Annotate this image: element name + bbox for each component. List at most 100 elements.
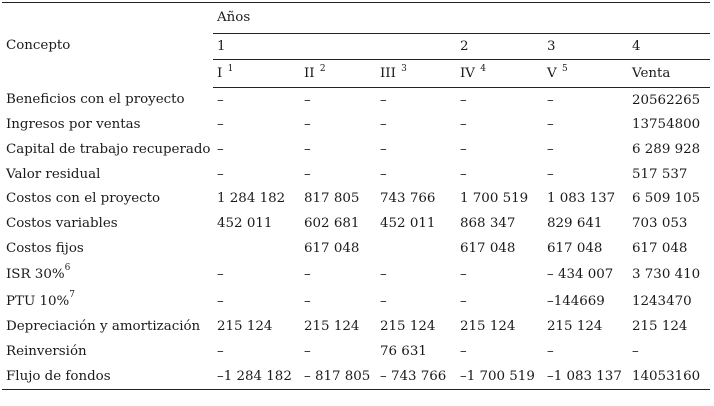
table-cell: 215 124	[460, 319, 516, 335]
header-period-2: II 2	[300, 59, 376, 88]
row-concept-label: Valor residual	[6, 166, 101, 182]
row-concept-label: Depreciación y amortización	[6, 319, 201, 335]
table-cell: –	[547, 142, 554, 158]
table-cell: –	[304, 142, 311, 158]
table-cell: 3 730 410	[632, 266, 701, 282]
table-cell: 215 124	[632, 319, 688, 335]
table-row: Capital de trabajo recuperado – – – – –6 289 …	[2, 137, 710, 162]
table-cell: –1 700 519	[456, 364, 543, 390]
header-period-label: III	[380, 65, 396, 81]
table-cell: – 817 805	[300, 364, 376, 390]
header-period-label: II	[304, 65, 315, 81]
table-cell: 20562265	[632, 92, 701, 108]
row-concept-label: PTU 10%	[6, 293, 70, 309]
table-cell: 602 681	[304, 216, 360, 232]
table-cell: 215 124	[380, 319, 436, 335]
row-concept: Costos variables	[2, 211, 213, 236]
table-row: Costos variables 452 011 602 681 452 011 868…	[2, 211, 710, 236]
table-cell: –	[217, 266, 224, 282]
row-concept-footnote: 7	[69, 289, 75, 300]
row-concept-label: Ingresos por ventas	[6, 117, 141, 133]
table-cell: –	[304, 344, 311, 360]
header-year-3: 3	[543, 33, 628, 60]
row-concept-label: Beneficios con el proyecto	[6, 92, 185, 108]
table-row: Depreciación y amortización 215 124 215 12…	[2, 315, 710, 340]
table-cell: –	[380, 293, 387, 309]
table-cell: 452 011	[380, 216, 436, 232]
row-concept-label: Reinversión	[6, 344, 87, 360]
row-concept: Capital de trabajo recuperado	[2, 137, 213, 162]
table-cell: –	[460, 92, 467, 108]
row-concept: Costos con el proyecto	[2, 187, 213, 212]
table-cell: –	[547, 166, 554, 182]
table-cell: 14053160	[628, 364, 711, 390]
table-cell: 703 053	[632, 216, 688, 232]
table-cell: 76 631	[380, 344, 427, 360]
header-period-footnote: 3	[401, 63, 407, 74]
table-cell: –	[304, 166, 311, 182]
table-cell: –	[304, 293, 311, 309]
table-cell: 617 048	[460, 240, 516, 256]
table-cell: 617 048	[547, 240, 603, 256]
table-cell: –1 083 137	[543, 364, 628, 390]
table-cell: –	[217, 142, 224, 158]
table-cell: 1 284 182	[217, 191, 286, 207]
table-cell	[376, 236, 456, 261]
table-cell: 452 011	[217, 216, 273, 232]
header-period-3: III 3	[376, 59, 456, 88]
table-cell: –	[380, 166, 387, 182]
table-cell: –	[304, 92, 311, 108]
row-concept-label: Flujo de fondos	[6, 368, 111, 384]
table-cell: 6 289 928	[632, 142, 701, 158]
table-cell: 817 805	[304, 191, 360, 207]
table-row: Reinversión – – 76 631 – – –	[2, 340, 710, 365]
table-cell: 1243470	[632, 293, 692, 309]
header-period-6: Venta	[628, 59, 711, 88]
table-cell	[213, 236, 300, 261]
table-cell: –	[547, 92, 554, 108]
table-cell: –	[217, 92, 224, 108]
row-concept-label: Costos fijos	[6, 240, 84, 256]
row-concept: PTU 10%7	[2, 288, 213, 315]
table-row: Valor residual – – – – – 517 537	[2, 162, 710, 187]
table-cell: –	[460, 142, 467, 158]
table-cell: –	[217, 344, 224, 360]
table-cell: 215 124	[304, 319, 360, 335]
table-cell: 517 537	[632, 166, 688, 182]
row-concept: Reinversión	[2, 340, 213, 365]
table-cell: 617 048	[632, 240, 688, 256]
table-row: Flujo de fondos –1 284 182– 817 805– 743 …	[2, 364, 711, 390]
table-row: Beneficios con el proyecto – – – – – 20562265	[2, 88, 710, 113]
table-cell: – 434 007	[547, 266, 614, 282]
row-concept: Costos fijos	[2, 236, 213, 261]
row-concept: Beneficios con el proyecto	[2, 88, 213, 113]
row-concept-label: Costos con el proyecto	[6, 191, 161, 207]
header-period-footnote: 2	[319, 63, 326, 74]
header-period-label: I	[217, 65, 223, 81]
table-cell: – 743 766	[376, 364, 456, 390]
table-cell: –	[380, 92, 387, 108]
table-cell: 1 083 137	[547, 191, 616, 207]
table-cell: –	[217, 117, 224, 133]
table-cell: 215 124	[217, 319, 273, 335]
header-year-1: 1	[213, 33, 456, 60]
header-row-years-label: Concepto Años	[2, 2, 711, 88]
header-period-4: IV 4	[456, 59, 543, 88]
table-cell: –	[460, 266, 467, 282]
row-concept: Depreciación y amortización	[2, 315, 213, 340]
table-cell: –	[380, 117, 387, 133]
header-period-label: IV	[460, 65, 475, 81]
table-cell: –	[460, 293, 467, 309]
table-cell: 1 700 519	[460, 191, 529, 207]
table-row: ISR 30%6– – – – – 434 007 3 730 410	[2, 261, 710, 288]
header-period-1: I 1	[213, 59, 300, 88]
table-cell: 6 509 105	[632, 191, 701, 207]
row-concept: Ingresos por ventas	[2, 113, 213, 138]
header-year-4: 4	[628, 33, 711, 60]
table-row: Ingresos por ventas – – – – – 13754800	[2, 113, 710, 138]
row-concept-label: ISR 30%	[6, 266, 65, 282]
table-cell: –	[380, 266, 387, 282]
header-concepto: Concepto	[2, 2, 213, 88]
